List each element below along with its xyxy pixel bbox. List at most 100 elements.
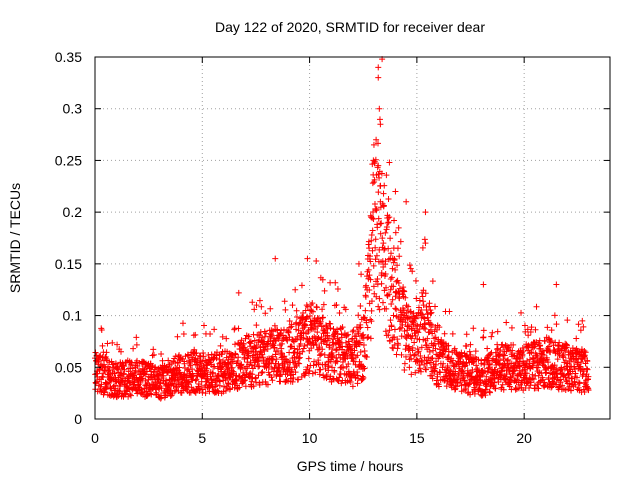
data-point [268,327,275,334]
data-point [152,364,159,371]
data-point [508,324,515,331]
data-point [323,341,330,348]
data-point [336,310,343,317]
data-point [422,290,429,297]
data-point [267,331,274,338]
data-point [359,332,366,339]
data-point [526,384,533,391]
data-point [380,190,387,197]
data-point [346,370,353,377]
data-point [488,333,495,340]
data-point [167,392,174,399]
data-point [370,283,377,290]
data-point [137,371,144,378]
data-point [369,215,376,222]
data-point [527,379,534,386]
data-point [405,303,412,310]
data-point [314,329,321,336]
data-point [285,378,292,385]
data-point [321,287,328,294]
data-point [133,334,140,341]
data-point [451,345,458,352]
data-point [406,364,413,371]
data-point [370,262,377,269]
data-point [551,312,558,319]
data-point [583,365,590,372]
data-point [530,376,537,383]
data-point [262,330,269,337]
data-point [314,335,321,342]
data-point [499,381,506,388]
data-point [139,358,146,365]
data-point [388,322,395,329]
data-point [370,215,377,222]
data-point [412,369,419,376]
data-point [318,334,325,341]
data-point [373,252,380,259]
data-point [222,387,229,394]
data-point [504,380,511,387]
data-point [363,319,370,326]
data-point [347,379,354,386]
data-point [375,74,382,81]
data-point [427,310,434,317]
data-point [545,343,552,350]
data-point [394,345,401,352]
x-tick-labels: 0 5 10 15 20 [91,430,532,446]
data-point [375,162,382,169]
data-point [420,298,427,305]
data-point [235,325,242,332]
y-tick-label: 0 [74,411,82,427]
data-point [179,355,186,362]
data-point [484,368,491,375]
data-point [532,326,539,333]
data-point [220,383,227,390]
data-point [429,355,436,362]
data-point [255,363,262,370]
data-point [450,362,457,369]
data-point [511,363,518,370]
data-point [368,231,375,238]
data-point [495,360,502,367]
data-point [440,360,447,367]
data-point [575,384,582,391]
data-point [377,204,384,211]
data-point [402,353,409,360]
data-point [213,381,220,388]
data-point [133,341,140,348]
data-point [385,245,392,252]
data-point [468,369,475,376]
data-point [367,335,374,342]
data-point [470,325,477,332]
data-point [189,366,196,373]
data-point [373,205,380,212]
data-point [368,237,375,244]
data-point [389,265,396,272]
data-point [388,250,395,257]
data-point [169,380,176,387]
data-point [224,359,231,366]
data-point [403,310,410,317]
data-point [407,265,414,272]
data-point [575,379,582,386]
data-point [580,368,587,375]
data-point [585,373,592,380]
data-point [379,299,386,306]
data-point [436,369,443,376]
data-point [289,302,296,309]
data-point [428,364,435,371]
data-point [383,305,390,312]
data-point [384,220,391,227]
data-point [102,364,109,371]
data-point [406,262,413,269]
data-point [174,333,181,340]
data-point [111,370,118,377]
data-point [465,383,472,390]
data-point [371,176,378,183]
data-point [380,202,387,209]
data-point [324,325,331,332]
data-point [420,314,427,321]
data-point [258,303,265,310]
data-point [412,351,419,358]
data-point [257,329,264,336]
